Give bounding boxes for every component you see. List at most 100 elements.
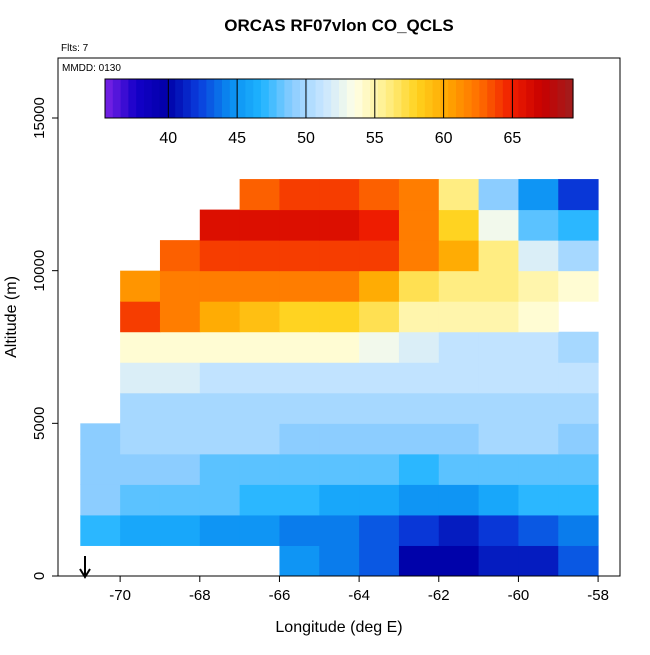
heat-cell (518, 484, 559, 516)
heat-cell (478, 240, 519, 272)
heat-cell (438, 545, 480, 577)
heat-cell (558, 392, 599, 424)
annotation: Flts: 7 (61, 43, 89, 54)
colorbar-swatch (339, 79, 348, 118)
heat-cell (518, 209, 559, 241)
heat-cell (438, 484, 480, 516)
colorbar-swatch (151, 79, 161, 118)
heat-cell (359, 423, 400, 455)
heat-cell (120, 331, 161, 363)
heat-cell (518, 301, 559, 333)
heat-cell (478, 362, 519, 394)
heat-cell (398, 453, 440, 485)
colorbar-swatch (487, 79, 496, 118)
heat-cell (120, 423, 161, 455)
heat-cell (239, 453, 280, 485)
heat-cell (478, 453, 519, 485)
heat-cell (398, 179, 440, 211)
heat-cell (518, 240, 559, 272)
heat-cell (279, 362, 320, 394)
colorbar-swatch (276, 79, 285, 118)
heat-cell (239, 240, 280, 272)
heat-cell (120, 270, 161, 302)
colorbar-frame (104, 78, 574, 119)
colorbar-swatch (378, 79, 387, 118)
heat-cell (558, 209, 599, 241)
heat-cell (120, 362, 161, 394)
heat-cell (359, 240, 400, 272)
heat-cell (478, 270, 519, 302)
colorbar-swatch (167, 79, 176, 118)
x-tick-label: -64 (348, 587, 370, 604)
heat-cell (279, 301, 320, 333)
y-tick-label: 15000 (31, 97, 48, 139)
heat-cell (199, 514, 241, 546)
y-tick-label: 0 (31, 572, 48, 580)
colorbar-swatch (440, 79, 449, 118)
heat-cell (359, 484, 400, 516)
heat-cell (319, 545, 360, 577)
colorbar-swatch (261, 79, 270, 118)
heat-cell (359, 270, 400, 302)
heat-cell (438, 362, 480, 394)
colorbar-swatch (307, 79, 317, 118)
heat-cell (279, 423, 320, 455)
colorbar-tick-label: 40 (159, 130, 177, 147)
heat-cell (279, 484, 320, 516)
heat-cell (319, 331, 360, 363)
heat-cell (239, 362, 280, 394)
heat-cell (558, 240, 599, 272)
heat-cell (438, 453, 480, 485)
colorbar-swatch (292, 79, 301, 118)
heat-cell (279, 453, 320, 485)
heat-cell (239, 392, 280, 424)
heat-cell (199, 270, 241, 302)
heat-cell (239, 209, 280, 241)
heat-cell (120, 484, 161, 516)
heat-cell (319, 484, 360, 516)
colorbar-swatch (393, 79, 402, 118)
colorbar-swatch (323, 79, 332, 118)
x-tick-label: -58 (587, 587, 609, 604)
heat-cell (120, 301, 161, 333)
heat-cell (319, 362, 360, 394)
colorbar-swatch (331, 79, 340, 118)
heat-cell (159, 301, 201, 333)
heat-cell (199, 423, 241, 455)
annotation: MMDD: 0130 (62, 63, 121, 74)
colorbar-swatch (190, 79, 200, 118)
heat-cell (398, 545, 440, 577)
colorbar-swatch (144, 79, 153, 118)
heat-cell (518, 514, 559, 546)
colorbar-swatch (385, 79, 395, 118)
heat-cell (120, 514, 161, 546)
heat-cell (478, 514, 519, 546)
heat-cell (319, 453, 360, 485)
y-tick-label: 5000 (31, 407, 48, 440)
heat-cell (239, 484, 280, 516)
colorbar-swatch (136, 79, 145, 118)
heat-cell (159, 362, 201, 394)
heat-cell (438, 331, 480, 363)
heat-cell (398, 331, 440, 363)
colorbar-swatch (183, 79, 192, 118)
colorbar-swatch (448, 79, 457, 118)
heat-cell (518, 453, 559, 485)
heat-cell (319, 301, 360, 333)
heat-cell (438, 270, 480, 302)
heat-cell (359, 392, 400, 424)
colorbar-tick-label: 45 (228, 130, 246, 147)
heat-cell (558, 514, 599, 546)
x-tick-label: -66 (269, 587, 291, 604)
heat-cell (319, 270, 360, 302)
heat-cell (518, 545, 559, 577)
heat-cell (478, 179, 519, 211)
heat-cell (239, 423, 280, 455)
heat-cell (398, 270, 440, 302)
heat-cell (319, 423, 360, 455)
colorbar-swatch (284, 79, 293, 118)
heat-cell (438, 514, 480, 546)
heat-cell (438, 423, 480, 455)
heat-cell (518, 270, 559, 302)
